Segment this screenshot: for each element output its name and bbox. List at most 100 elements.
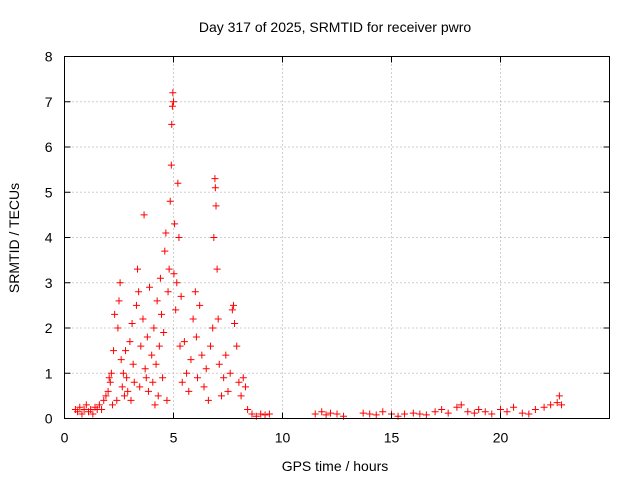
data-point: [531, 405, 539, 413]
data-point: [113, 396, 121, 404]
data-point: [167, 161, 175, 169]
data-point: [233, 342, 241, 350]
data-point: [124, 387, 132, 395]
data-point: [553, 399, 561, 407]
data-point: [117, 356, 125, 364]
data-point: [171, 220, 179, 228]
x-axis-label: GPS time / hours: [282, 458, 389, 474]
x-tick-label: 10: [275, 430, 291, 446]
x-tick-label: 5: [170, 430, 178, 446]
data-point: [457, 401, 465, 409]
data-point: [555, 392, 563, 400]
data-point: [175, 234, 183, 241]
data-point: [217, 392, 225, 400]
data-point: [503, 408, 511, 416]
data-point: [119, 369, 127, 377]
data-point: [401, 410, 409, 418]
data-point: [224, 387, 232, 395]
y-tick-label: 8: [45, 49, 53, 65]
data-point: [87, 405, 95, 413]
data-point: [159, 374, 167, 382]
data-point: [172, 306, 180, 314]
data-point: [148, 351, 156, 359]
data-point: [95, 401, 103, 409]
data-point: [220, 374, 228, 382]
data-point: [444, 409, 452, 417]
y-axis-label: SRMTID / TECUs: [6, 183, 22, 293]
data-point: [126, 338, 134, 346]
data-point: [191, 288, 199, 296]
data-point: [475, 405, 483, 413]
data-point: [547, 401, 555, 409]
data-point: [229, 301, 237, 309]
data-point: [558, 401, 566, 409]
data-point: [333, 410, 341, 418]
y-tick-label: 1: [45, 365, 53, 381]
data-point: [136, 383, 144, 391]
data-point: [518, 409, 526, 417]
data-point: [196, 301, 204, 309]
data-point: [111, 310, 119, 318]
data-point: [132, 301, 140, 309]
y-tick-label: 5: [45, 184, 53, 200]
data-point: [207, 342, 215, 350]
data-point: [211, 175, 219, 183]
data-point: [123, 374, 131, 382]
data-point: [127, 396, 135, 404]
data-point: [372, 411, 380, 419]
data-point: [146, 283, 154, 291]
data-point: [470, 409, 478, 417]
data-point: [416, 410, 424, 418]
data-point: [144, 387, 152, 395]
data-point: [154, 392, 162, 400]
chart-title: Day 317 of 2025, SRMTID for receiver pwr…: [199, 19, 472, 35]
data-point: [193, 374, 201, 382]
data-point: [226, 369, 234, 377]
data-point: [107, 369, 115, 377]
data-point: [185, 387, 193, 395]
data-point: [160, 329, 168, 337]
data-point: [166, 197, 174, 205]
data-point: [151, 401, 159, 409]
data-point: [231, 319, 239, 327]
x-tick-label: 20: [493, 430, 509, 446]
data-point: [214, 315, 222, 323]
axis-ticks: 0 5 10 15 20 0 1 2 3 4 5 6 7 8: [45, 49, 610, 446]
data-point: [178, 378, 186, 386]
data-point: [248, 410, 256, 418]
data-point: [244, 405, 252, 413]
data-point: [198, 351, 206, 359]
y-tick-label: 4: [45, 230, 53, 246]
data-point: [106, 378, 114, 386]
data-point: [89, 410, 97, 418]
data-point: [311, 410, 319, 418]
data-point: [164, 288, 172, 296]
data-point: [108, 401, 116, 409]
data-point: [104, 387, 112, 395]
data-point: [241, 383, 249, 391]
data-point: [481, 408, 489, 416]
data-point: [156, 274, 164, 282]
data-point: [102, 392, 110, 400]
data-point: [143, 333, 151, 341]
data-point: [158, 310, 166, 318]
data-point: [165, 265, 173, 273]
data-point: [168, 120, 176, 128]
data-point: [210, 234, 218, 241]
data-point: [128, 319, 136, 327]
data-point: [129, 360, 137, 368]
data-point: [379, 408, 387, 416]
data-point: [152, 360, 160, 368]
data-point: [155, 342, 163, 350]
data-point: [110, 347, 118, 355]
data-point: [525, 410, 533, 418]
data-point: [130, 378, 138, 386]
data-point: [80, 405, 88, 413]
data-point: [359, 409, 367, 417]
data-point: [438, 405, 446, 413]
data-point: [200, 383, 208, 391]
data-point: [74, 408, 82, 416]
data-point: [257, 410, 265, 418]
data-point: [82, 401, 90, 409]
data-point: [115, 297, 123, 305]
